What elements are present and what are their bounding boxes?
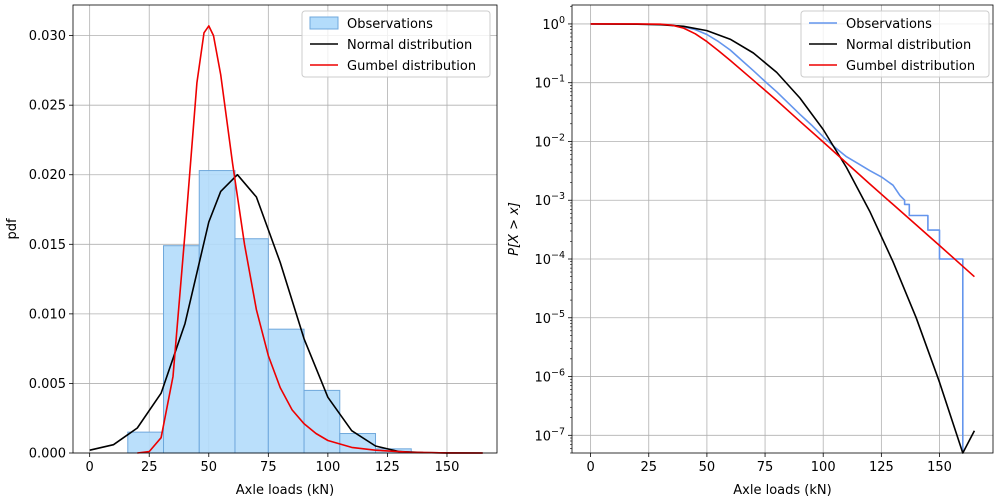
x-tick-label: 25 [640, 460, 657, 475]
y-tick-exponent: 0 [559, 15, 565, 26]
y-tick-exponent: −6 [551, 368, 565, 379]
y-tick-base: 10 [534, 429, 551, 444]
x-axis-label: Axle loads (kN) [236, 483, 334, 498]
y-tick-label: 0.015 [29, 238, 66, 253]
y-tick-base: 10 [534, 77, 551, 92]
right-exceedance-chart: 0 25 50 75 100 125 15010−710−610−510−410−310−2… [507, 4, 994, 498]
legend: Observations Normal distribution Gumbel di… [301, 10, 491, 78]
y-tick-exponent: −3 [551, 191, 565, 202]
y-tick-exponent: −1 [551, 74, 565, 85]
x-tick-label: 100 [811, 460, 836, 475]
x-tick-label: 100 [315, 460, 340, 475]
x-tick-label: 25 [141, 460, 158, 475]
y-tick-base: 10 [534, 371, 551, 386]
y-tick-exponent: −2 [551, 132, 565, 143]
y-tick-base: 10 [534, 194, 551, 209]
y-tick-exponent: −4 [551, 250, 565, 261]
x-tick-label: 50 [201, 460, 218, 475]
histogram-bar [267, 328, 305, 454]
gumbel-distribution-line [137, 25, 483, 454]
y-tick-label: 10−1 [534, 74, 565, 92]
y-tick-label: 100 [542, 15, 565, 33]
legend: Observations Normal distribution Gumbel di… [800, 10, 990, 78]
y-tick-label: 0.020 [29, 168, 66, 183]
plot-frame [72, 4, 498, 454]
x-tick-label: 150 [435, 460, 460, 475]
legend-label-observations: Observations [347, 17, 433, 32]
y-axis-label: pdf [5, 218, 20, 240]
legend-box [301, 10, 491, 78]
histogram-bar [198, 170, 236, 454]
gumbel-distribution-line [590, 23, 975, 278]
legend-label-gumbel: Gumbel distribution [347, 59, 476, 74]
x-tick-label: 50 [699, 460, 716, 475]
y-tick-label: 10−2 [534, 132, 565, 150]
left-pdf-chart: 0 25 50 75 100 125 150 0.000 0.005 0.010 0.015 0.02… [5, 4, 498, 498]
x-axis-label: Axle loads (kN) [733, 483, 831, 498]
y-axis-label: P[X > x] [507, 202, 522, 256]
legend-label-gumbel: Gumbel distribution [846, 59, 975, 74]
y-tick-label: 0.010 [29, 307, 66, 322]
x-tick-label: 75 [757, 460, 774, 475]
y-tick-label: 10−4 [534, 250, 565, 268]
y-tick-label: 0.025 [29, 99, 66, 114]
y-tick-label: 10−7 [534, 426, 565, 444]
y-tick-label: 0.000 [29, 447, 66, 462]
y-tick-exponent: −5 [551, 309, 565, 320]
legend-box [800, 10, 990, 78]
x-tick-label: 0 [586, 460, 594, 475]
x-tick-label: 0 [86, 460, 94, 475]
y-tick-label: 0.005 [29, 377, 66, 392]
y-tick-base: 10 [534, 253, 551, 268]
plot-frame [571, 4, 994, 454]
histogram-bar [234, 238, 269, 454]
y-tick-base: 10 [542, 18, 559, 33]
x-tick-label: 150 [927, 460, 952, 475]
y-tick-label: 10−6 [534, 368, 565, 386]
histogram-bar [127, 431, 165, 454]
legend-label-normal: Normal distribution [347, 38, 472, 53]
x-tick-label: 125 [375, 460, 400, 475]
y-tick-base: 10 [534, 312, 551, 327]
legend-label-observations: Observations [846, 17, 932, 32]
y-tick-exponent: −7 [551, 426, 565, 437]
x-tick-label: 75 [260, 460, 277, 475]
y-tick-label: 10−3 [534, 191, 565, 209]
legend-label-normal: Normal distribution [846, 38, 971, 53]
y-tick-label: 0.030 [29, 29, 66, 44]
y-tick-base: 10 [534, 135, 551, 150]
y-tick-label: 10−5 [534, 309, 565, 327]
x-tick-label: 125 [869, 460, 894, 475]
histogram-bar [303, 389, 341, 454]
legend-swatch-observations [309, 16, 339, 30]
